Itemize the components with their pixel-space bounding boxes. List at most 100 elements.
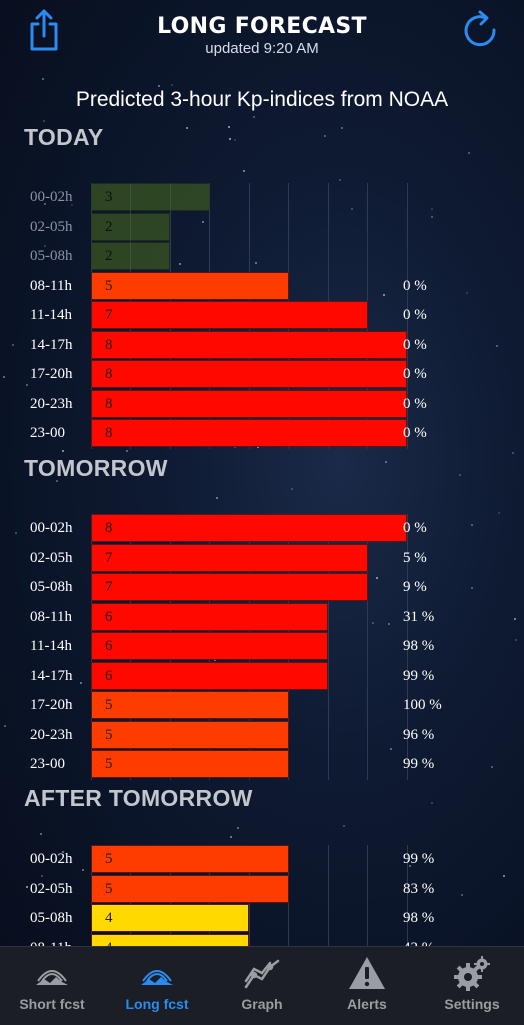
kp-bar (91, 360, 407, 388)
star-dot (15, 532, 17, 534)
grid-line (288, 845, 289, 946)
star-dot (409, 865, 411, 867)
time-label: 08-11h (30, 608, 72, 625)
time-label: 02-05h (30, 549, 73, 566)
time-label: 05-08h (30, 248, 73, 264)
star-dot (431, 802, 433, 804)
kp-value: 8 (105, 395, 113, 412)
star-dot (202, 221, 204, 223)
time-label: 14-17h (30, 667, 73, 684)
aurora-icon (141, 970, 173, 985)
probability-value: 99 % (403, 667, 435, 684)
kp-value: 5 (105, 851, 113, 867)
forecast-row: 14-17h 8 0 % (0, 330, 524, 360)
star-dot (179, 263, 181, 265)
kp-bar (91, 301, 368, 329)
star-dot (42, 78, 44, 80)
star-dot (234, 446, 236, 448)
probability-value: 31 % (403, 608, 435, 625)
page-title: LONG FORECAST (157, 14, 367, 39)
star-dot (385, 461, 387, 463)
updated-time: updated 9:20 AM (205, 40, 319, 57)
time-label: 20-23h (30, 395, 73, 412)
kp-value: 7 (105, 307, 113, 323)
kp-value: 3 (105, 189, 113, 205)
star-dot (234, 139, 236, 141)
tab-bar: Short fcst Long fcst Graph Alerts (0, 946, 524, 1025)
tab-graph[interactable]: Graph (210, 947, 314, 1025)
star-dot (43, 120, 45, 122)
star-dot (256, 105, 258, 107)
tab-short-fcst[interactable]: Short fcst (0, 947, 104, 1025)
tab-label: Alerts (347, 996, 387, 1012)
star-dot (171, 84, 173, 86)
star-dot (257, 446, 259, 448)
star-dot (324, 135, 326, 137)
tab-label: Long fcst (125, 996, 189, 1012)
forecast-row: 02-05h 5 83 % (0, 874, 524, 904)
star-dot (514, 618, 516, 620)
grid-line (328, 514, 329, 780)
kp-value: 4 (105, 910, 113, 926)
star-dot (3, 376, 5, 378)
time-label: 00-02h (30, 520, 73, 536)
time-label: 17-20h (30, 697, 73, 713)
kp-value: 6 (105, 667, 113, 684)
tab-label: Graph (241, 996, 283, 1012)
section-label: TOMORROW (24, 455, 168, 481)
kp-value: 8 (105, 336, 113, 353)
kp-bar (91, 661, 328, 690)
forecast-row: 14-17h 6 99 % (0, 661, 524, 691)
time-label: 02-05h (30, 880, 73, 897)
share-icon[interactable] (24, 8, 64, 52)
grid-line (407, 845, 408, 946)
time-label: 14-17h (30, 336, 73, 353)
forecast-row: 20-23h 8 0 % (0, 389, 524, 419)
star-dot (158, 85, 160, 87)
grid-line (367, 514, 368, 780)
kp-value: 5 (105, 756, 113, 772)
kp-bar (91, 904, 249, 932)
time-label: 05-08h (30, 579, 73, 595)
star-dot (44, 245, 46, 247)
star-dot (237, 827, 239, 829)
forecast-row: 08-11h 5 0 % (0, 271, 524, 301)
forecast-row: 23-00 5 99 % (0, 750, 524, 779)
probability-value: 9 % (403, 579, 427, 595)
time-label: 20-23h (30, 726, 73, 743)
probability-value: 83 % (403, 880, 435, 897)
star-dot (498, 512, 500, 514)
grid-line (407, 183, 408, 449)
star-dot (468, 152, 470, 154)
kp-bar (91, 183, 210, 211)
star-dot (186, 127, 188, 129)
kp-value: 7 (105, 549, 113, 566)
probability-value: 0 % (403, 336, 427, 353)
forecast-row: 00-02h 5 99 % (0, 845, 524, 874)
star-dot (41, 875, 43, 877)
forecast-row: 11-14h 6 98 % (0, 632, 524, 661)
kp-value: 5 (105, 697, 113, 713)
star-dot (459, 474, 461, 476)
star-dot (228, 126, 230, 128)
tab-settings[interactable]: Settings (420, 947, 524, 1025)
star-dot (343, 825, 345, 827)
time-label: 05-08h (30, 910, 73, 926)
section-label: TODAY (24, 124, 104, 150)
star-dot (461, 894, 463, 896)
header-bar: LONG FORECAST updated 9:20 AM (0, 0, 524, 64)
refresh-icon[interactable] (460, 8, 500, 52)
tab-alerts[interactable]: Alerts (315, 947, 419, 1025)
star-dot (40, 833, 42, 835)
graph-icon (244, 959, 280, 989)
star-dot (503, 875, 505, 877)
probability-value: 0 % (403, 425, 427, 441)
kp-bar (91, 632, 328, 660)
time-label: 23-00 (30, 425, 65, 441)
tab-long-fcst[interactable]: Long fcst (105, 947, 209, 1025)
kp-bar (91, 514, 407, 542)
kp-value: 2 (105, 218, 113, 235)
star-dot (376, 577, 378, 579)
star-dot (230, 836, 232, 838)
kp-value: 6 (105, 638, 113, 654)
